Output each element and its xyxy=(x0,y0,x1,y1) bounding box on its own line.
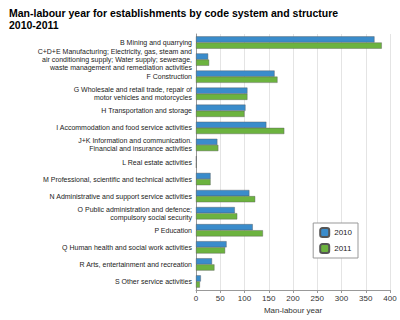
svg-text:2010: 2010 xyxy=(334,228,352,237)
svg-text:waste management and remediati: waste management and remediation activit… xyxy=(49,64,193,72)
svg-text:motor vehicles and motorcycles: motor vehicles and motorcycles xyxy=(94,94,193,102)
svg-text:B Mining and quarrying: B Mining and quarrying xyxy=(120,39,192,47)
svg-text:50: 50 xyxy=(216,294,225,303)
svg-text:400: 400 xyxy=(383,294,397,303)
svg-text:I Accommodation and food servi: I Accommodation and food service activit… xyxy=(56,124,192,131)
svg-text:compulsory social security: compulsory social security xyxy=(110,214,192,222)
svg-text:300: 300 xyxy=(335,294,349,303)
svg-text:M Professional, scientific and: M Professional, scientific and technical… xyxy=(43,176,193,183)
svg-text:Q Human health and social work: Q Human health and social work activitie… xyxy=(62,244,192,252)
svg-text:Financial and insurance activi: Financial and insurance activities xyxy=(89,145,192,152)
svg-text:N Administrative and support s: N Administrative and support service act… xyxy=(50,193,193,201)
svg-text:Man-labour year: Man-labour year xyxy=(264,306,323,315)
svg-text:Man-labour year for establishm: Man-labour year for establishments by co… xyxy=(9,7,338,19)
svg-text:100: 100 xyxy=(238,294,252,303)
svg-text:O Public administration and de: O Public administration and defence; xyxy=(78,206,192,213)
svg-text:250: 250 xyxy=(311,294,325,303)
svg-text:H Transportation and storage: H Transportation and storage xyxy=(101,107,192,115)
svg-text:2011: 2011 xyxy=(334,244,352,253)
svg-text:J+K Information and communicat: J+K Information and communication. xyxy=(78,137,192,144)
svg-text:200: 200 xyxy=(286,294,300,303)
svg-text:0: 0 xyxy=(194,294,199,303)
svg-text:G Wholesale and retail trade,: G Wholesale and retail trade, repair of xyxy=(74,86,192,94)
svg-text:L Real estate activities: L Real estate activities xyxy=(122,159,192,166)
svg-text:S Other service activities: S Other service activities xyxy=(115,278,193,285)
svg-text:C+D+E Manufacturing; Electrici: C+D+E Manufacturing; Electricity, gas, s… xyxy=(38,48,192,56)
svg-text:P Education: P Education xyxy=(154,227,192,234)
svg-text:150: 150 xyxy=(262,294,276,303)
svg-text:R Arts, entertainment and recr: R Arts, entertainment and recreation xyxy=(80,261,193,268)
svg-text:air conditioning supply; Water: air conditioning supply; Water supply; s… xyxy=(42,56,192,64)
svg-text:2010-2011: 2010-2011 xyxy=(9,19,59,31)
svg-text:350: 350 xyxy=(359,294,373,303)
svg-text:F Construction: F Construction xyxy=(146,73,192,80)
